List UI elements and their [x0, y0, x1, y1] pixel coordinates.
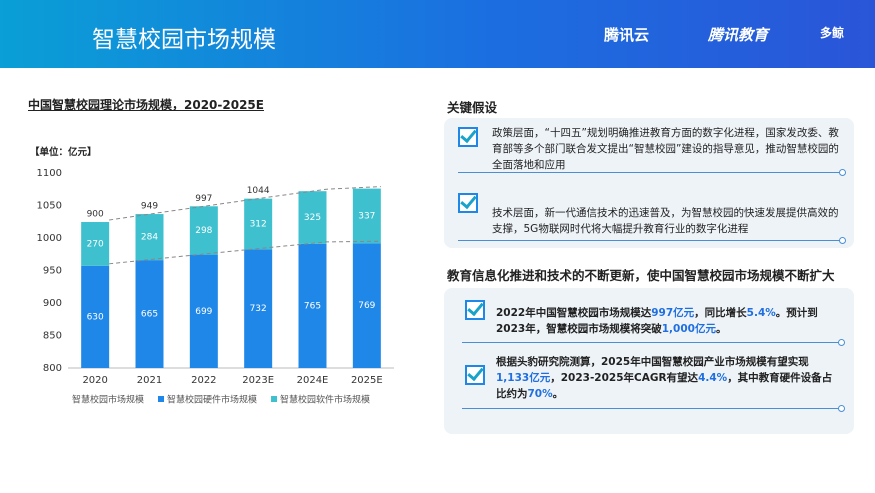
- highlight-text: 997亿元: [651, 307, 695, 319]
- y-tick-label: 900: [43, 298, 62, 309]
- conclusion-box: [444, 288, 854, 434]
- chart: 800 850 900 950 1000 1050 1100 2020 630 270 900 202…: [37, 168, 394, 406]
- divider: [458, 237, 846, 244]
- bar-segment: [244, 198, 273, 250]
- y-tick-label: 950: [43, 266, 62, 277]
- chart-title: 中国智慧校园理论市场规模，2020-2025E: [28, 98, 264, 112]
- bar-segment: [189, 254, 218, 368]
- data-label: 325: [304, 213, 321, 223]
- check-icon: [465, 365, 485, 385]
- text-segment: 。: [552, 388, 564, 400]
- highlight-text: 70%: [527, 388, 553, 400]
- data-label: 270: [87, 239, 104, 249]
- check-icon: [465, 300, 485, 320]
- check-icon: [458, 193, 478, 213]
- bar-segment: [135, 260, 164, 368]
- bar-segment: [81, 265, 110, 368]
- data-label: 284: [141, 233, 158, 243]
- text-segment: 根据头豹研究院测算，2025年中国智慧校园产业市场规模有望实现: [496, 356, 809, 368]
- section-title: 关键假设: [447, 100, 498, 115]
- logo: 腾讯云: [604, 26, 650, 44]
- header: 智慧校园市场规模 腾讯云 腾讯教育 多鲸: [0, 0, 875, 68]
- x-tick-label: 2024E: [297, 375, 329, 386]
- bar-segment: [298, 243, 327, 368]
- check-icon: [458, 127, 478, 147]
- trend-line: [109, 186, 381, 221]
- bar-segment: [135, 214, 164, 261]
- y-tick-label: 1050: [37, 201, 62, 212]
- x-tick-label: 2025E: [351, 375, 383, 386]
- conclusion-text: 2022年中国智慧校园市场规模达997亿元，同比增长5.4%。预计到2023年，…: [496, 305, 836, 337]
- data-label: 630: [87, 312, 104, 322]
- y-tick-label: 850: [43, 331, 62, 342]
- data-label: 765: [304, 301, 321, 311]
- legend-swatch: [158, 396, 165, 402]
- bar-segment: [298, 191, 327, 244]
- bar-segment: [81, 222, 110, 266]
- bar-segment: [352, 188, 381, 244]
- bar-segment: [352, 243, 381, 368]
- x-tick-label: 2020: [82, 375, 107, 386]
- x-tick-label: 2023E: [242, 375, 274, 386]
- slide-title: 智慧校园市场规模: [92, 27, 276, 53]
- data-label: 699: [195, 307, 212, 317]
- trend-line: [109, 240, 381, 265]
- divider: [462, 339, 845, 346]
- unit-label: 【单位：亿元】: [30, 147, 97, 158]
- text-segment: ，其中教育硬件设备占比约为: [496, 372, 833, 400]
- logo: 腾讯教育: [708, 26, 769, 44]
- assumption-text: 政策层面，“十四五”规划明确推进教育方面的数字化进程，国家发改委、教育部等多个部…: [492, 127, 839, 171]
- legend-label: 智慧校园硬件市场规模: [167, 394, 257, 406]
- y-tick-label: 1100: [37, 168, 62, 179]
- divider: [458, 169, 846, 176]
- conclusion-text: 根据头豹研究院测算，2025年中国智慧校园产业市场规模有望实现 1,133亿元，2…: [496, 354, 836, 402]
- total-label: 1044: [247, 186, 270, 196]
- total-label: 949: [141, 202, 158, 212]
- legend-swatch: [271, 396, 278, 402]
- data-label: 732: [250, 304, 267, 314]
- legend-label: 智慧校园软件市场规模: [280, 394, 370, 406]
- highlight-text: 4.4%: [698, 372, 728, 384]
- x-tick-label: 2021: [137, 375, 162, 386]
- text-segment: 。预计到2023年，智慧校园市场规模将突破: [496, 307, 818, 335]
- highlight-text: 1,000亿元: [661, 323, 716, 335]
- section-title: 教育信息化推进和技术的不断更新，使中国智慧校园市场规模不断扩大: [447, 268, 835, 283]
- data-label: 665: [141, 310, 158, 320]
- text-segment: 。: [715, 323, 727, 335]
- logo: 多鲸: [820, 26, 845, 40]
- data-label: 337: [358, 211, 375, 221]
- total-label: 997: [195, 194, 212, 204]
- data-label: 312: [250, 219, 267, 229]
- text-segment: ，同比增长: [694, 307, 747, 319]
- highlight-text: 5.4%: [746, 307, 776, 319]
- text-segment: 2022年中国智慧校园市场规模达: [496, 307, 652, 319]
- y-tick-label: 800: [43, 363, 62, 374]
- total-label: 900: [87, 210, 104, 220]
- data-label: 298: [195, 226, 212, 236]
- bar-segment: [244, 249, 273, 368]
- bar-segment: [189, 206, 218, 255]
- highlight-text: 1,133亿元: [496, 372, 551, 384]
- divider: [462, 405, 845, 412]
- assumption-text: 技术层面，新一代通信技术的迅速普及，为智慧校园的快速发展提供高效的支撑，5G物联…: [492, 207, 839, 235]
- x-tick-label: 2022: [191, 375, 216, 386]
- legend-label: 智慧校园市场规模: [72, 394, 144, 406]
- assumption-box: [444, 118, 854, 248]
- y-tick-label: 1000: [37, 233, 62, 244]
- data-label: 769: [358, 301, 375, 311]
- text-segment: ，2023-2025年CAGR有望达: [550, 372, 699, 384]
